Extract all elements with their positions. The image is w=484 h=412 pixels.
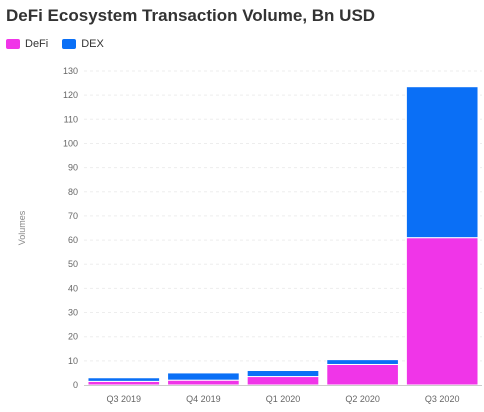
x-tick-label: Q1 2020 xyxy=(266,394,301,404)
x-tick-label: Q3 2020 xyxy=(425,394,460,404)
y-tick-label: 130 xyxy=(63,66,78,76)
chart-title: DeFi Ecosystem Transaction Volume, Bn US… xyxy=(6,6,376,25)
bar-dex-q3-2019[interactable] xyxy=(87,377,161,382)
y-tick-label: 90 xyxy=(68,163,78,173)
legend: DeFi DEX xyxy=(6,38,118,50)
y-tick-label: 120 xyxy=(63,90,78,100)
x-tick-label: Q4 2019 xyxy=(186,394,221,404)
y-tick-label: 100 xyxy=(63,138,78,148)
bar-defi-q4-2019[interactable] xyxy=(167,379,240,386)
x-tick-label: Q2 2020 xyxy=(345,394,380,404)
legend-swatch-dex xyxy=(62,39,77,49)
y-tick-label: 30 xyxy=(68,308,78,318)
y-tick-label: 40 xyxy=(68,283,78,293)
legend-item-dex[interactable]: DEX xyxy=(62,38,104,50)
bar-dex-q3-2020[interactable] xyxy=(405,86,479,239)
legend-label-defi: DeFi xyxy=(25,38,49,50)
legend-swatch-defi xyxy=(6,39,20,49)
legend-label-dex: DEX xyxy=(81,38,104,50)
bars xyxy=(87,86,479,386)
bar-defi-q3-2020[interactable] xyxy=(405,237,479,386)
y-axis-ticks: 0 10 20 30 40 50 60 70 80 90 100 110 120 130 xyxy=(63,66,78,390)
y-tick-label: 10 xyxy=(68,356,78,366)
bar-defi-q3-2019[interactable] xyxy=(87,380,161,386)
bar-dex-q4-2019[interactable] xyxy=(167,372,240,381)
bar-defi-q1-2020[interactable] xyxy=(246,376,320,386)
legend-item-defi[interactable]: DeFi xyxy=(6,38,48,50)
y-tick-label: 20 xyxy=(68,332,78,342)
y-tick-label: 50 xyxy=(68,259,78,269)
y-tick-label: 110 xyxy=(64,114,78,124)
y-tick-label: 0 xyxy=(73,380,78,390)
x-axis-ticks: Q3 2019 Q4 2019 Q1 2020 Q2 2020 Q3 2020 xyxy=(107,394,460,404)
bar-dex-q2-2020[interactable] xyxy=(326,359,399,365)
bar-dex-q1-2020[interactable] xyxy=(246,370,320,378)
y-axis-label: Volumes xyxy=(17,210,27,245)
y-tick-label: 80 xyxy=(68,187,78,197)
x-tick-label: Q3 2019 xyxy=(107,394,142,404)
y-tick-label: 70 xyxy=(68,211,78,221)
bar-defi-q2-2020[interactable] xyxy=(326,363,399,386)
y-tick-label: 60 xyxy=(68,235,78,245)
